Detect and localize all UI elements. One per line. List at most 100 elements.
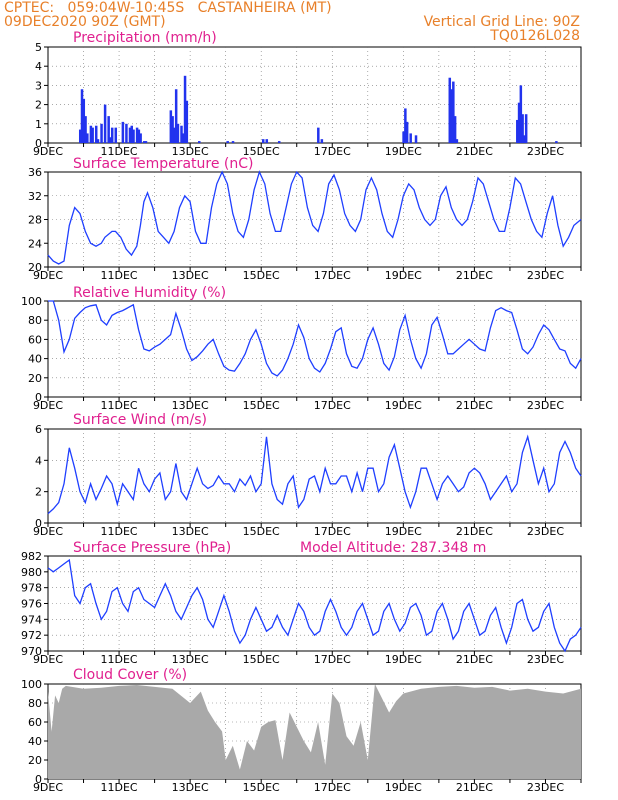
precip-bar <box>109 137 112 143</box>
pressure-y-tick-label: 974 <box>21 613 42 626</box>
temperature-x-tick-label: 15DEC <box>243 269 280 282</box>
precip-bar <box>80 89 84 143</box>
precip-bar <box>521 114 524 143</box>
precip-bar <box>174 89 178 143</box>
precipitation-y-tick-label: 0 <box>35 137 42 150</box>
precip-bar <box>173 127 176 143</box>
temperature-x-tick-label: 23DEC <box>527 269 564 282</box>
temperature-x-tick-label: 13DEC <box>172 269 209 282</box>
temperature-title: Surface Temperature (nC) <box>73 156 254 172</box>
humidity-y-tick-label: 40 <box>28 353 42 366</box>
pressure-title: Surface Pressure (hPa) <box>73 540 231 556</box>
humidity-x-tick-label: 19DEC <box>385 399 422 412</box>
precip-bar <box>176 123 180 143</box>
precip-bar <box>107 116 110 143</box>
humidity-y-tick-label: 60 <box>28 333 42 346</box>
humidity-x-tick-label: 23DEC <box>527 399 564 412</box>
precip-bar <box>183 75 187 143</box>
pressure-y-tick-label: 976 <box>21 598 42 611</box>
wind-y-tick-label: 4 <box>35 454 42 467</box>
cloud-cover-y-tick-label: 80 <box>28 697 42 710</box>
humidity-x-tick-label: 15DEC <box>243 399 280 412</box>
temperature-series-line <box>47 170 582 265</box>
pressure-y-tick-label: 978 <box>21 582 42 595</box>
precip-bar <box>277 141 281 143</box>
temperature-x-tick-label: 17DEC <box>314 269 351 282</box>
precip-bar <box>450 89 453 143</box>
header-line2-left: 09DEC2020 90Z (GMT) <box>4 14 166 30</box>
precipitation-x-tick-label: 17DEC <box>314 145 351 158</box>
wind-x-tick-label: 15DEC <box>243 525 280 538</box>
precip-bar <box>320 139 324 143</box>
precip-bar <box>86 133 89 143</box>
precip-bar <box>414 135 418 143</box>
precipitation-x-tick-label: 9DEC <box>33 145 63 158</box>
pressure-y-tick-label: 982 <box>21 550 42 563</box>
temperature-x-tick-label: 9DEC <box>33 269 63 282</box>
temperature-x-tick-label: 21DEC <box>456 269 493 282</box>
precip-bar <box>84 116 87 143</box>
precip-bar <box>261 139 265 143</box>
cloud-cover-y-tick-label: 0 <box>35 773 42 786</box>
pressure-x-tick-label: 21DEC <box>456 653 493 666</box>
wind-title: Surface Wind (m/s) <box>73 412 207 428</box>
precip-bar <box>185 100 189 143</box>
precip-bar <box>137 129 141 143</box>
wind-x-tick-label: 9DEC <box>33 525 63 538</box>
precip-bar <box>180 125 183 143</box>
precip-bar <box>198 141 201 143</box>
precip-bar <box>121 121 125 143</box>
precip-bar <box>139 133 142 143</box>
wind-x-tick-label: 19DEC <box>385 525 422 538</box>
humidity-y-tick-label: 80 <box>28 314 42 327</box>
precip-bar <box>169 110 173 143</box>
cloud-cover-y-tick-label: 100 <box>21 678 42 691</box>
precip-bar <box>100 123 103 143</box>
precipitation-x-tick-label: 19DEC <box>385 145 422 158</box>
precip-bar <box>452 81 455 143</box>
precipitation-x-tick-label: 21DEC <box>456 145 493 158</box>
precip-bar <box>519 85 523 143</box>
cloud-cover-x-tick-label: 19DEC <box>385 781 422 794</box>
header-line2-right: TQ0126L028 <box>490 28 580 44</box>
wind-x-tick-label: 13DEC <box>172 525 209 538</box>
cloud-cover-y-tick-label: 60 <box>28 716 42 729</box>
cloud-cover-x-tick-label: 17DEC <box>314 781 351 794</box>
pressure-x-tick-label: 15DEC <box>243 653 280 666</box>
precipitation-y-tick-label: 4 <box>35 60 42 73</box>
temperature-y-tick-label: 28 <box>28 214 42 227</box>
precip-bar <box>114 127 118 143</box>
precipitation-x-tick-label: 13DEC <box>172 145 209 158</box>
pressure-series-line <box>47 558 582 653</box>
cloud-cover-x-tick-label: 21DEC <box>456 781 493 794</box>
humidity-panel: 0 20 40 60 80 100 9DEC 11DEC 13DEC 15DEC 17DEC 19DE… <box>21 285 582 412</box>
pressure-panel: 970 972 974 976 978 980 982 9DEC 11DEC 13DEC 15DEC… <box>21 540 582 666</box>
wind-y-tick-label: 0 <box>35 517 42 530</box>
precip-bar <box>523 135 526 143</box>
precip-bar <box>135 127 139 143</box>
precip-bar <box>455 139 459 143</box>
cloud-cover-x-tick-label: 23DEC <box>527 781 564 794</box>
precip-bar <box>524 114 528 143</box>
wind-y-tick-label: 6 <box>35 423 42 436</box>
precipitation-y-tick-label: 2 <box>35 99 42 112</box>
precip-bar <box>226 141 229 143</box>
humidity-y-tick-label: 0 <box>35 391 42 404</box>
humidity-x-tick-label: 17DEC <box>314 399 351 412</box>
cloud-cover-area <box>48 684 581 779</box>
temperature-frame <box>47 171 582 268</box>
humidity-y-tick-label: 100 <box>21 295 42 308</box>
precip-bar <box>404 108 407 143</box>
precip-bar <box>96 139 100 143</box>
pressure-y-tick-label: 980 <box>21 566 42 579</box>
precipitation-title: Precipitation (mm/h) <box>73 30 217 46</box>
precip-bar <box>171 116 174 143</box>
temperature-y-tick-label: 32 <box>28 190 42 203</box>
precipitation-frame <box>47 46 582 144</box>
cloud-cover-y-tick-label: 20 <box>28 754 42 767</box>
precipitation-y-tick-label: 1 <box>35 118 42 131</box>
precip-bar <box>409 133 412 143</box>
pressure-annotation: Model Altitude: 287.348 m <box>300 540 486 556</box>
cloud-cover-x-tick-label: 11DEC <box>101 781 138 794</box>
